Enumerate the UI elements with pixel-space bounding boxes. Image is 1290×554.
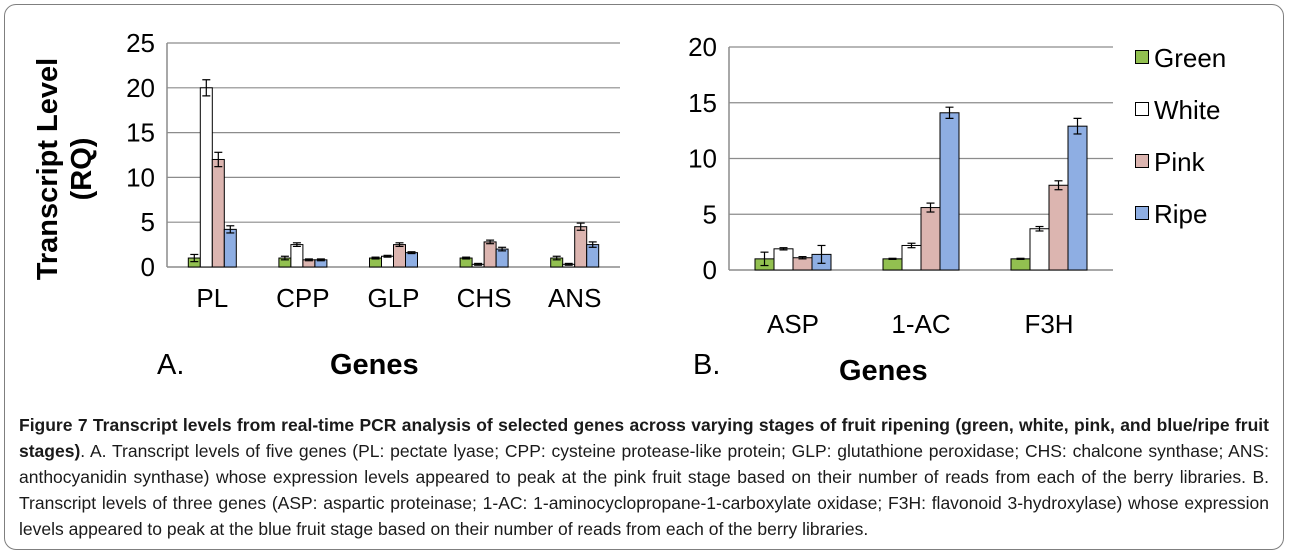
legend-label-white: White — [1154, 95, 1221, 125]
panel-b-bar-f3h-ripe — [1067, 125, 1088, 271]
panel-a-bar-pl-white — [199, 87, 213, 268]
panel-b-ytick-label: 15 — [688, 88, 717, 118]
yaxis-title-line: (RQ) — [66, 138, 98, 201]
legend-label-ripe: Ripe — [1154, 199, 1208, 229]
panel-b-ytick-label: 20 — [688, 32, 717, 62]
panel-b-bar-asp-white — [773, 248, 794, 271]
panel-a-ytick-label: 20 — [126, 73, 155, 103]
panel-a-ytick-label: 15 — [126, 118, 155, 148]
legend-swatch-ripe — [1135, 206, 1149, 220]
panel-a-bar-pl-ripe — [223, 228, 237, 268]
panel-a-bar-cpp-white — [290, 244, 304, 268]
panel-b-bar-f3h-green — [1010, 258, 1031, 271]
panel-a-bar-ans-ripe — [586, 244, 600, 268]
panel-b-letter: B. — [693, 349, 721, 381]
figure-frame: 0 5 10 15 20 25 PL CPP GLP CHS ANS Transcript Level… — [4, 4, 1284, 550]
panel-a-bar-glp-pink — [393, 244, 406, 268]
panel-b-ytick-label: 0 — [703, 255, 717, 285]
panel-a-yaxis-title: Transcript Level(RQ) — [32, 58, 98, 280]
legend-label-green: Green — [1154, 43, 1227, 73]
caption-title: Figure 7 Transcript levels from real-tim… — [19, 415, 1269, 461]
panel-a-bar-ans-pink — [574, 226, 588, 268]
legend-swatch-white — [1135, 102, 1149, 116]
yaxis-title-line: Transcript Level — [32, 58, 64, 280]
legend-swatch-pink — [1135, 154, 1149, 168]
panel-b-category-label-asp: ASP — [767, 309, 819, 339]
panel-a-ytick-label: 5 — [141, 207, 155, 237]
panel-b-bar-1-ac-white — [901, 244, 922, 271]
panel-b-ytick-label: 10 — [688, 144, 717, 174]
panel-a-bar-pl-pink — [211, 158, 225, 268]
panel-a-xaxis-title: Genes — [330, 349, 419, 381]
panel-a-bar-chs-ripe — [495, 248, 509, 268]
panel-b-category-label-f3h: F3H — [1024, 309, 1073, 339]
panel-a-letter: A. — [157, 349, 185, 381]
panel-a-category-label-pl: PL — [196, 283, 228, 313]
figure-caption: Figure 7 Transcript levels from real-tim… — [19, 412, 1269, 542]
panel-b-chart: 0 5 10 15 20 ASP 1-AC F3H — [688, 32, 1113, 339]
panel-b-bar-asp-pink — [792, 257, 813, 271]
panel-a-chart: 0 5 10 15 20 25 PL CPP GLP CHS ANS Transcript Level… — [32, 28, 620, 313]
panel-b-bar-1-ac-green — [882, 258, 903, 271]
panel-a-category-label-glp: GLP — [367, 283, 419, 313]
caption-body: . A. Transcript levels of five genes (PL… — [19, 441, 1269, 539]
chart-svg: 0 5 10 15 20 25 PL CPP GLP CHS ANS Transcript Level… — [32, 28, 1113, 339]
legend-label-pink: Pink — [1154, 147, 1205, 177]
panel-a-bar-chs-pink — [483, 241, 497, 268]
panel-a-bar-glp-ripe — [405, 252, 418, 268]
panel-b-bar-f3h-pink — [1048, 184, 1069, 271]
panel-b-category-label-1-ac: 1-AC — [891, 309, 950, 339]
panel-a-bar-glp-white — [381, 255, 394, 268]
panel-b-xaxis-title: Genes — [839, 355, 928, 387]
panel-a-category-label-cpp: CPP — [276, 283, 329, 313]
panel-a-category-label-ans: ANS — [548, 283, 601, 313]
panel-b-ytick-label: 5 — [703, 199, 717, 229]
panel-b-bar-1-ac-ripe — [939, 112, 960, 271]
legend-swatch-green — [1135, 50, 1149, 64]
legend: Green White Pink Ripe — [1135, 43, 1280, 283]
panel-a-ytick-label: 10 — [126, 162, 155, 192]
panel-a-ytick-label: 0 — [141, 252, 155, 282]
panel-a-category-label-chs: CHS — [457, 283, 512, 313]
panel-b-bar-f3h-white — [1029, 228, 1050, 271]
panel-b-bar-1-ac-pink — [920, 207, 941, 271]
panel-a-ytick-label: 25 — [126, 28, 155, 58]
